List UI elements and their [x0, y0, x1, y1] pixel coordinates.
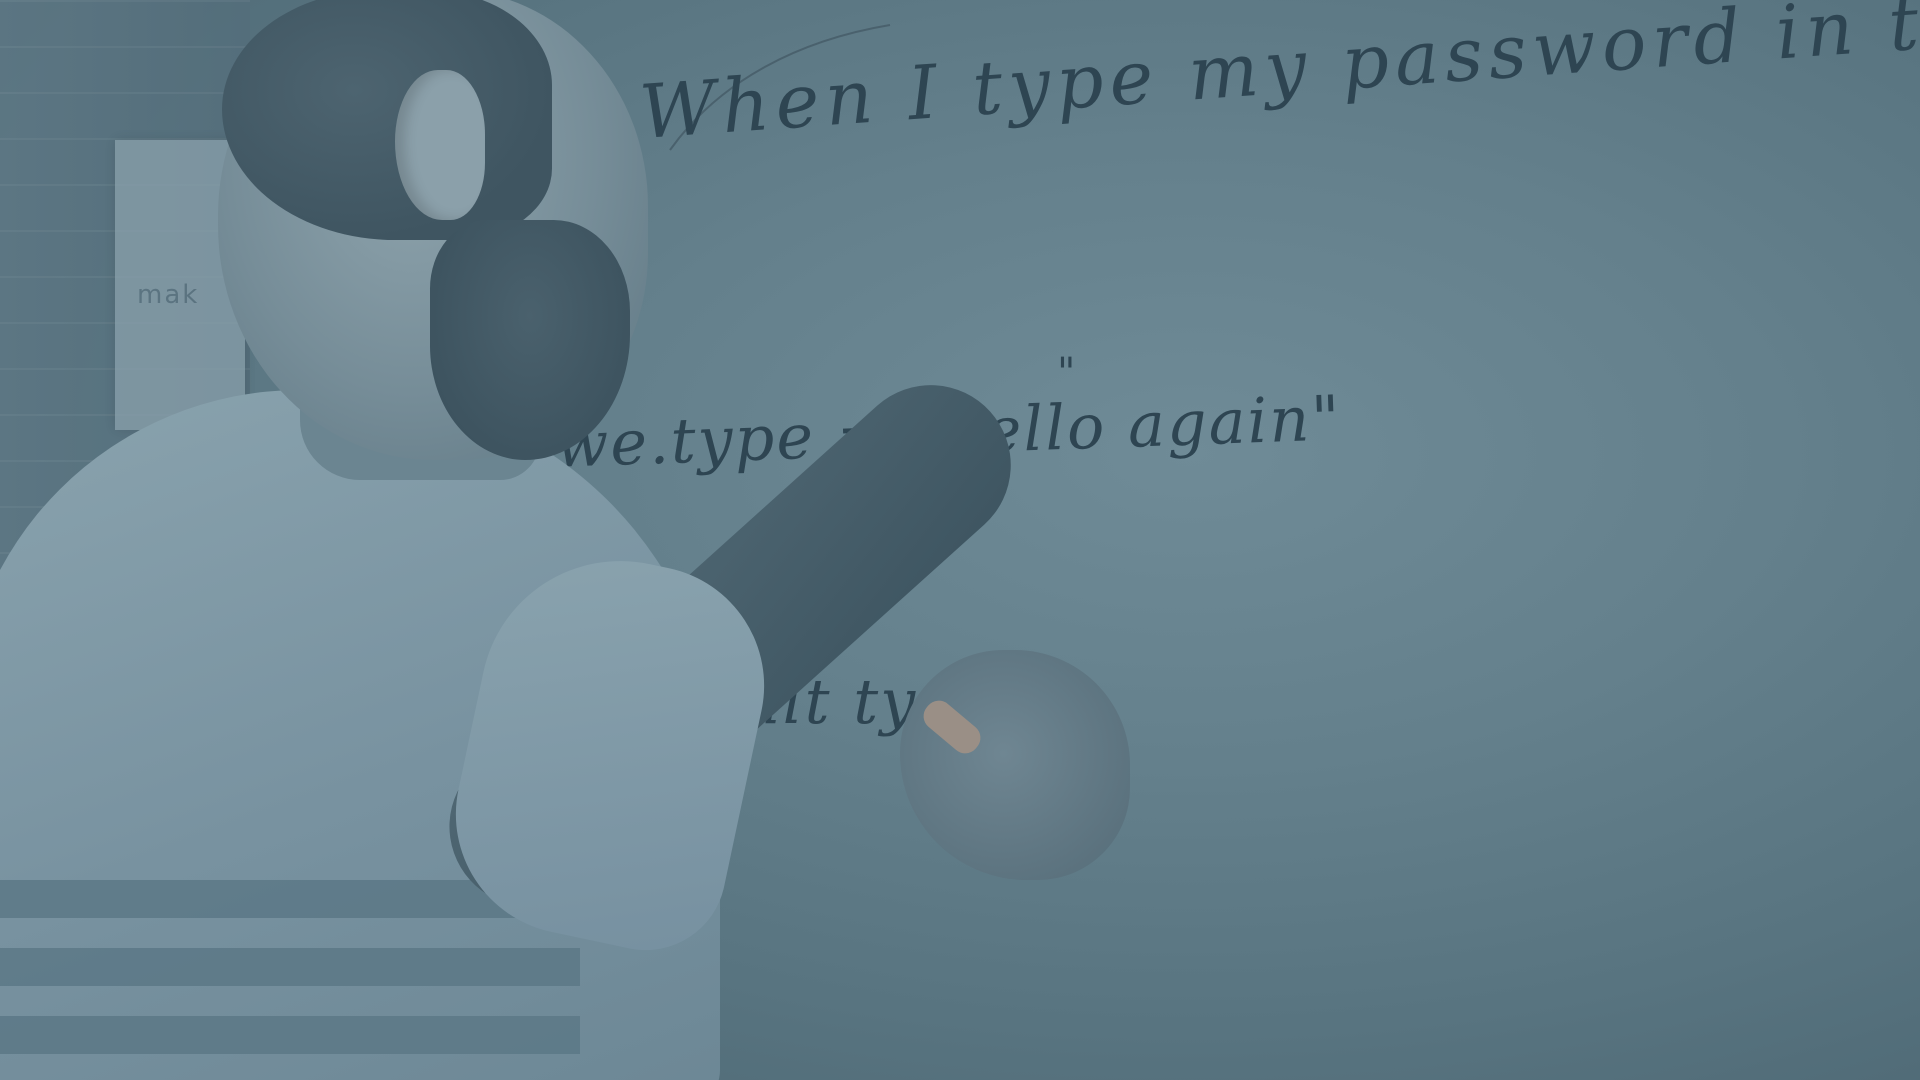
ear — [395, 70, 485, 220]
whiteboard-quote-mark: " — [1057, 350, 1076, 396]
shirt-stripe — [0, 948, 580, 986]
shirt-stripe — [0, 1016, 580, 1054]
hair — [222, 0, 552, 240]
person — [0, 0, 1130, 1080]
paper-text: mak — [137, 280, 200, 310]
beard — [430, 220, 630, 460]
whiteboard-curve-stroke — [669, 24, 891, 151]
hand — [900, 650, 1130, 880]
